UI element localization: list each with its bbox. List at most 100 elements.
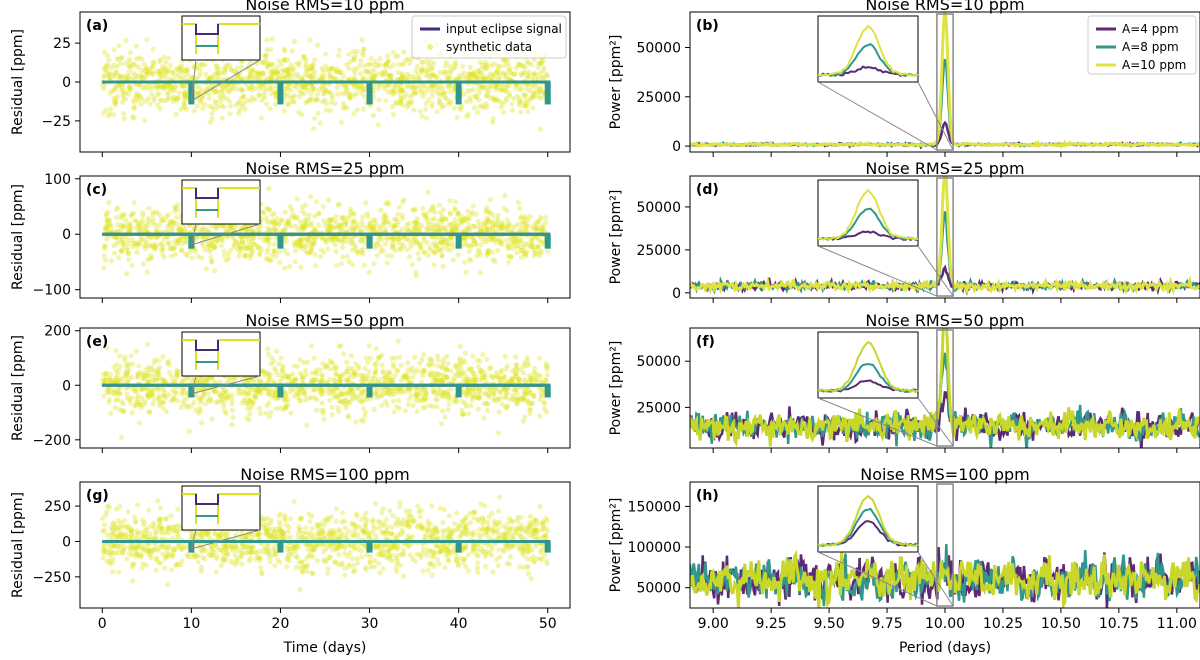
data-point [124, 379, 130, 385]
data-point [481, 223, 487, 229]
data-point [132, 519, 138, 525]
data-point [387, 82, 393, 88]
data-point [314, 371, 320, 377]
data-point [446, 513, 452, 519]
data-point [348, 76, 354, 82]
data-point [519, 225, 525, 231]
data-point [318, 247, 324, 253]
data-point [480, 83, 486, 89]
data-point [399, 87, 405, 93]
data-point [340, 215, 346, 221]
data-point [141, 243, 147, 249]
data-point [253, 85, 259, 91]
panel-title: Noise RMS=25 ppm [865, 159, 1024, 178]
data-point [150, 217, 156, 223]
data-point [475, 541, 482, 548]
eclipse-dip [455, 234, 462, 249]
data-point [340, 73, 346, 79]
data-point [327, 237, 333, 243]
data-point [174, 202, 181, 208]
data-point [161, 393, 167, 399]
data-point [302, 218, 308, 224]
data-point [333, 69, 339, 75]
data-point [442, 226, 448, 232]
data-point [484, 92, 490, 99]
data-point [426, 356, 432, 362]
data-point [448, 68, 454, 74]
data-point [333, 214, 339, 220]
data-point [147, 234, 153, 241]
data-point [390, 49, 396, 56]
plot-area-c [101, 185, 551, 279]
data-point [396, 389, 403, 395]
data-point [377, 55, 383, 62]
data-point [483, 529, 489, 535]
data-point [443, 69, 449, 75]
data-point [157, 67, 164, 73]
data-point [405, 237, 412, 243]
data-point [266, 391, 272, 397]
data-point [351, 219, 357, 226]
data-point [116, 56, 122, 63]
zoom-region-box [936, 13, 954, 151]
data-point [530, 71, 537, 77]
data-point [153, 557, 159, 563]
data-point [199, 61, 205, 67]
data-point [319, 66, 325, 72]
data-point [504, 208, 510, 214]
data-point [477, 390, 483, 397]
data-point [123, 60, 129, 66]
data-point [246, 85, 252, 91]
data-point [335, 533, 341, 539]
data-point [273, 83, 279, 89]
data-point [479, 515, 486, 521]
data-point [414, 393, 420, 399]
data-point [338, 222, 344, 228]
data-point [283, 394, 289, 400]
data-point [339, 225, 345, 231]
data-point [427, 372, 433, 378]
data-point [265, 532, 271, 538]
data-point [332, 378, 338, 384]
data-point [474, 357, 480, 363]
data-point [268, 387, 274, 393]
data-point [385, 58, 391, 64]
data-point [302, 367, 308, 373]
data-point [422, 250, 428, 256]
data-point [424, 68, 430, 74]
data-point [386, 547, 392, 553]
data-point [462, 236, 468, 243]
data-point [197, 400, 204, 406]
data-point [304, 98, 310, 104]
data-point [281, 407, 287, 413]
data-point [197, 405, 203, 411]
data-point [481, 415, 487, 421]
data-point [472, 93, 478, 99]
data-point [314, 397, 320, 403]
data-point [522, 391, 529, 397]
data-point [326, 217, 332, 223]
data-point [236, 110, 242, 116]
data-point [158, 214, 164, 220]
data-point [339, 239, 345, 246]
data-point [117, 391, 123, 397]
data-point [117, 530, 123, 536]
data-point [145, 71, 151, 77]
data-point [435, 226, 442, 233]
data-point [431, 215, 437, 222]
data-point [144, 372, 150, 378]
data-point [257, 250, 263, 256]
data-point [452, 61, 458, 67]
data-point [433, 88, 439, 94]
data-point [533, 226, 539, 232]
data-point [141, 375, 147, 381]
data-point [354, 222, 360, 228]
data-point [149, 390, 155, 396]
data-point [124, 366, 130, 372]
data-point [340, 510, 346, 516]
data-point [173, 390, 179, 396]
data-point [441, 389, 447, 395]
data-point [436, 227, 442, 233]
